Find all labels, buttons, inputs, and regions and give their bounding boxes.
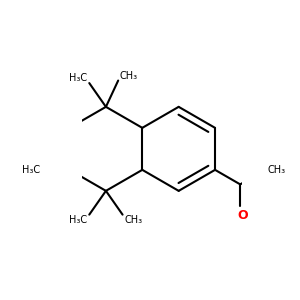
Text: H₃C: H₃C: [69, 73, 87, 83]
Text: CH₃: CH₃: [268, 165, 286, 175]
Text: CH₃: CH₃: [124, 214, 142, 225]
Text: H₃C: H₃C: [22, 165, 40, 175]
Text: O: O: [237, 209, 247, 222]
Text: H₃C: H₃C: [69, 214, 87, 225]
Text: CH₃: CH₃: [120, 70, 138, 80]
